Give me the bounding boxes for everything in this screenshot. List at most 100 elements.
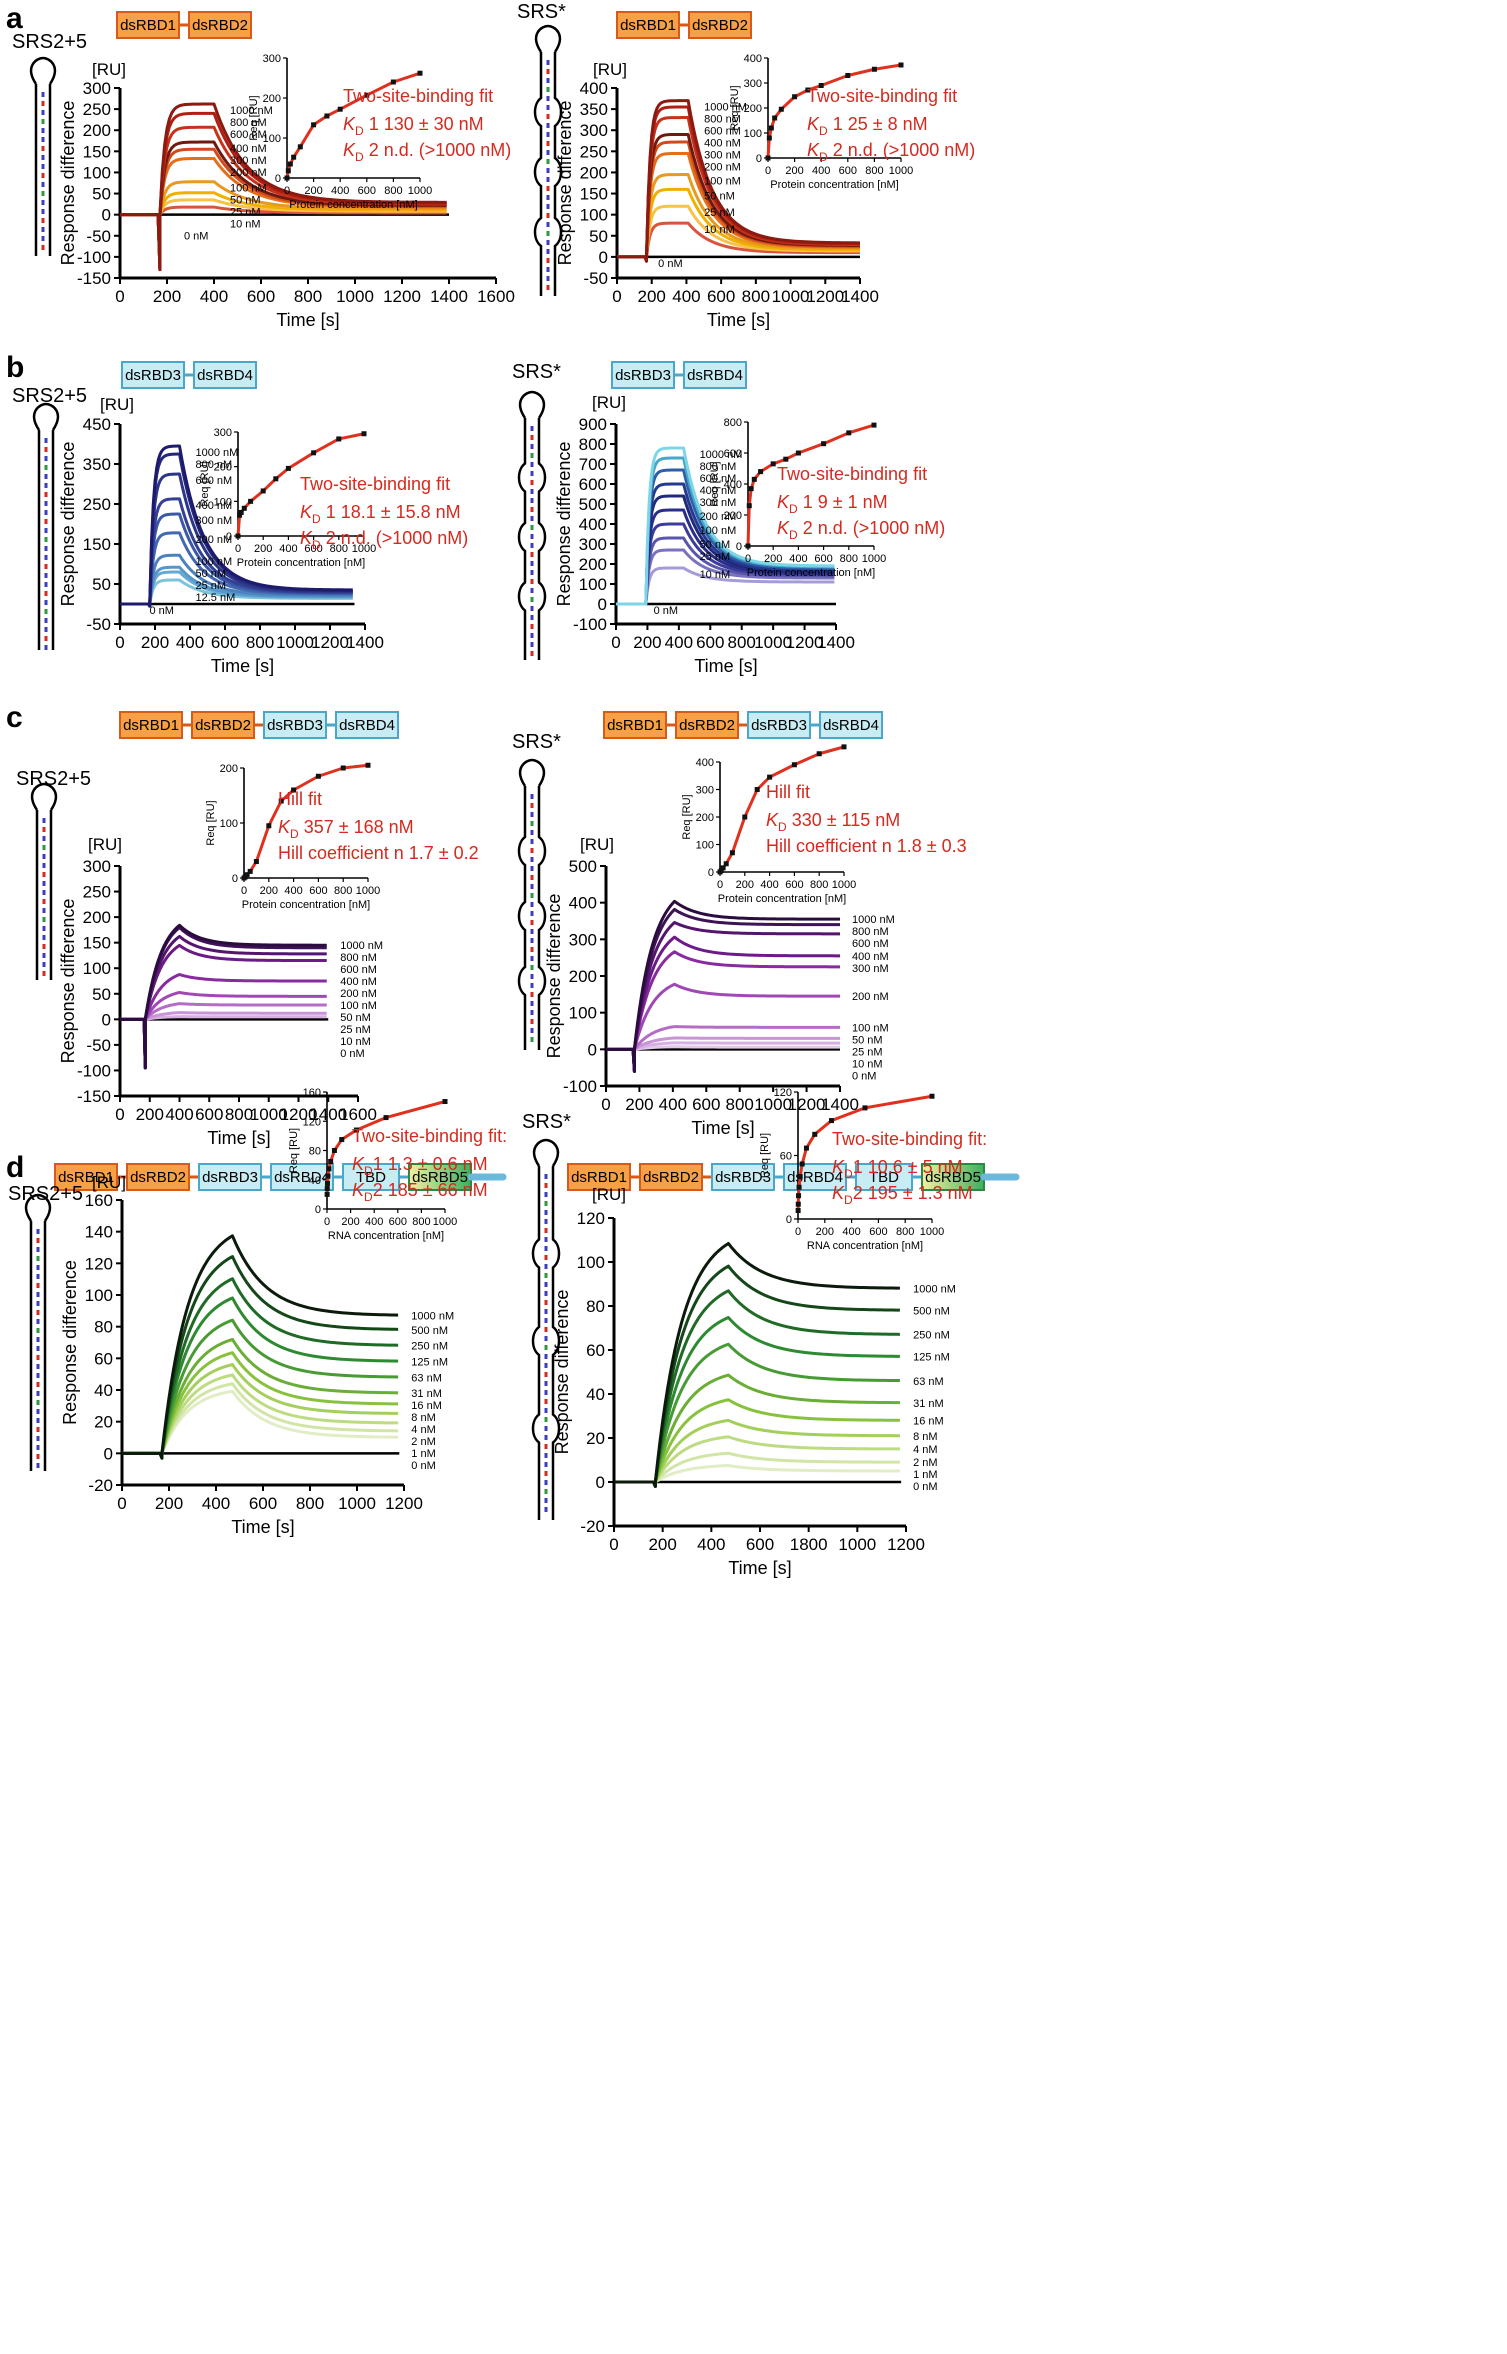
inset-x-tick-label: 0: [284, 185, 290, 197]
rna-base-pair: [530, 588, 534, 593]
data-point: [871, 422, 877, 428]
data-point: [331, 1148, 337, 1153]
data-point: [754, 787, 760, 792]
data-point: [796, 1193, 802, 1199]
rna-base-pair: [530, 965, 534, 970]
rna-base-pair: [42, 926, 46, 931]
domain-box: [921, 1163, 985, 1191]
data-point: [723, 861, 729, 867]
inset-y-tick-label: 100: [744, 128, 762, 140]
rna-base-pair: [530, 974, 534, 979]
y-tick-label: -100: [77, 248, 111, 267]
rna-base-pair: [530, 525, 534, 530]
series-line: [606, 1025, 840, 1073]
series-label: 100 nM: [852, 1022, 889, 1034]
inset-x-tick-label: 600: [309, 885, 327, 897]
data-point: [818, 83, 824, 88]
domain-box: [855, 1163, 913, 1191]
inset-y-tick-label: 0: [275, 173, 281, 185]
fit-parameter: KD2 195 ± 1.3 nM: [832, 1183, 973, 1207]
rna-base-pair: [44, 627, 48, 632]
rna-base-pair: [530, 875, 534, 880]
series-label: 400 nM: [196, 500, 233, 512]
domain-diagram: dsRBD1 dsRBD2: [616, 11, 752, 39]
data-point: [287, 161, 293, 167]
y-axis-title: Response difference: [58, 101, 78, 266]
series-line: [120, 943, 327, 1070]
y-tick-label: 250: [83, 883, 111, 902]
inset-x-tick-label: 1000: [408, 185, 432, 197]
series-label: 1000 nM: [700, 449, 743, 461]
inset-x-axis-title: Protein concentration [nM]: [718, 893, 846, 905]
x-tick-label: 1400: [309, 1105, 347, 1124]
y-tick-label: 200: [83, 121, 111, 140]
inset-plot: 0 100 200 300 0 200 400 600 800 1000 Protein conce…: [199, 427, 468, 569]
rna-base-pair: [530, 534, 534, 539]
series-line: [120, 1002, 327, 1070]
rna-base-pair: [530, 1037, 534, 1042]
inset-y-tick-label: 400: [744, 53, 762, 65]
rna-base-pair: [36, 1391, 40, 1396]
rna-base-pair: [544, 1390, 548, 1395]
rna-base-pair: [44, 636, 48, 641]
inset-x-tick-label: 0: [717, 879, 723, 891]
rna-base-pair: [530, 552, 534, 557]
x-axis-title: Time [s]: [207, 1128, 270, 1148]
x-tick-label: 600: [696, 633, 724, 652]
inset-x-tick-label: 200: [260, 885, 278, 897]
domain-box: [335, 711, 399, 739]
rna-base-pair: [36, 1346, 40, 1351]
rna-base-pair: [44, 609, 48, 614]
rna-base-pair: [42, 899, 46, 904]
y-tick-label: 50: [589, 227, 608, 246]
y-tick-label: 160: [85, 1191, 113, 1210]
rna-base-pair: [546, 78, 550, 83]
rna-base-pair: [544, 1282, 548, 1287]
x-tick-label: 200: [136, 1105, 164, 1124]
data-point: [266, 823, 272, 829]
y-tick-label: 700: [579, 455, 607, 474]
rna-label: SRS*: [522, 1111, 571, 1133]
rna-base-pair: [36, 1409, 40, 1414]
data-point: [390, 79, 396, 85]
rna-base-pair: [44, 438, 48, 443]
y-tick-label: -20: [580, 1517, 605, 1536]
rna-base-pair: [36, 1229, 40, 1234]
inset-y-tick-label: 300: [696, 785, 714, 797]
rna-base-pair: [36, 1373, 40, 1378]
rna-base-pair: [546, 276, 550, 281]
data-point: [244, 872, 250, 878]
inset-x-tick-label: 400: [279, 543, 297, 555]
series-label: 100 nM: [704, 176, 741, 188]
series-line: [606, 935, 841, 1073]
y-tick-label: 600: [579, 475, 607, 494]
data-point: [324, 113, 330, 119]
series-label: 100 nM: [196, 556, 233, 568]
x-tick-label: 200: [155, 1494, 183, 1513]
series-line: [606, 907, 841, 1073]
rna-loop: [32, 402, 60, 431]
y-tick-label: 450: [83, 415, 111, 434]
rna-base-pair: [530, 543, 534, 548]
inset-x-axis-title: Protein concentration [nM]: [747, 567, 875, 579]
rna-base-pair: [544, 1327, 548, 1332]
x-tick-label: 600: [249, 1494, 277, 1513]
inset-y-tick-label: 0: [226, 531, 232, 543]
series-label: 200 nM: [704, 162, 741, 174]
rna-base-pair: [41, 191, 45, 196]
rna-base-pair: [546, 60, 550, 65]
y-tick-label: 100: [569, 1004, 597, 1023]
rna-label: SRS*: [517, 1, 566, 23]
rna-base-pair: [44, 546, 48, 551]
y-tick-label: 250: [83, 100, 111, 119]
x-tick-label: 1200: [280, 1105, 318, 1124]
rna-base-pair: [41, 200, 45, 205]
rna-strand: [551, 1166, 561, 1520]
x-tick-label: 800: [728, 633, 756, 652]
series-label: 1 nM: [411, 1448, 435, 1460]
data-point: [285, 168, 291, 174]
data-point: [315, 773, 321, 779]
x-tick-label: 400: [176, 633, 204, 652]
rna-base-pair: [42, 908, 46, 913]
domain-label: dsRBD3: [267, 717, 323, 734]
